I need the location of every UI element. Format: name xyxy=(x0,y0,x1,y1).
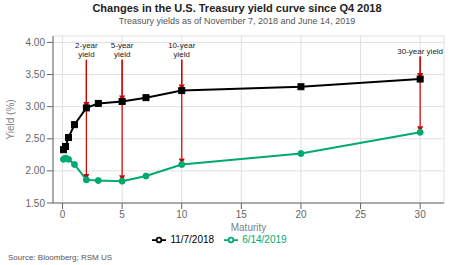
svg-text:0: 0 xyxy=(60,209,66,220)
svg-text:5-yearyield: 5-yearyield xyxy=(111,41,134,59)
svg-text:4.00: 4.00 xyxy=(26,37,46,48)
svg-text:20: 20 xyxy=(295,209,307,220)
html-text:11/7/2018: 11/7/2018 xyxy=(170,233,215,245)
svg-text:2.50: 2.50 xyxy=(26,133,46,144)
html-text:Changes in the U.S. Treasury y: Changes in the U.S. Treasury yield curve… xyxy=(92,2,382,14)
svg-text:1.50: 1.50 xyxy=(26,198,46,209)
svg-text:15: 15 xyxy=(236,209,248,220)
html-text:Source: Bloomberg; RSM US: Source: Bloomberg; RSM US xyxy=(8,253,112,262)
svg-text:25: 25 xyxy=(355,209,367,220)
svg-text:2-yearyield: 2-yearyield xyxy=(75,41,98,59)
svg-text:10-yearyield: 10-yearyield xyxy=(168,41,195,59)
svg-text:30-year yield: 30-year yield xyxy=(397,47,443,56)
svg-text:3.50: 3.50 xyxy=(26,69,46,80)
svg-text:Yield (%): Yield (%) xyxy=(8,99,16,139)
svg-text:2.00: 2.00 xyxy=(26,165,46,176)
html-text:6/14/2019: 6/14/2019 xyxy=(242,233,287,245)
html-text:Treasury yields as of November: Treasury yields as of November 7, 2018 a… xyxy=(118,16,356,26)
svg-text:10: 10 xyxy=(176,209,188,220)
svg-text:Maturity: Maturity xyxy=(231,222,267,233)
svg-text:5: 5 xyxy=(119,209,125,220)
svg-text:30: 30 xyxy=(415,209,427,220)
svg-text:3.00: 3.00 xyxy=(26,101,46,112)
